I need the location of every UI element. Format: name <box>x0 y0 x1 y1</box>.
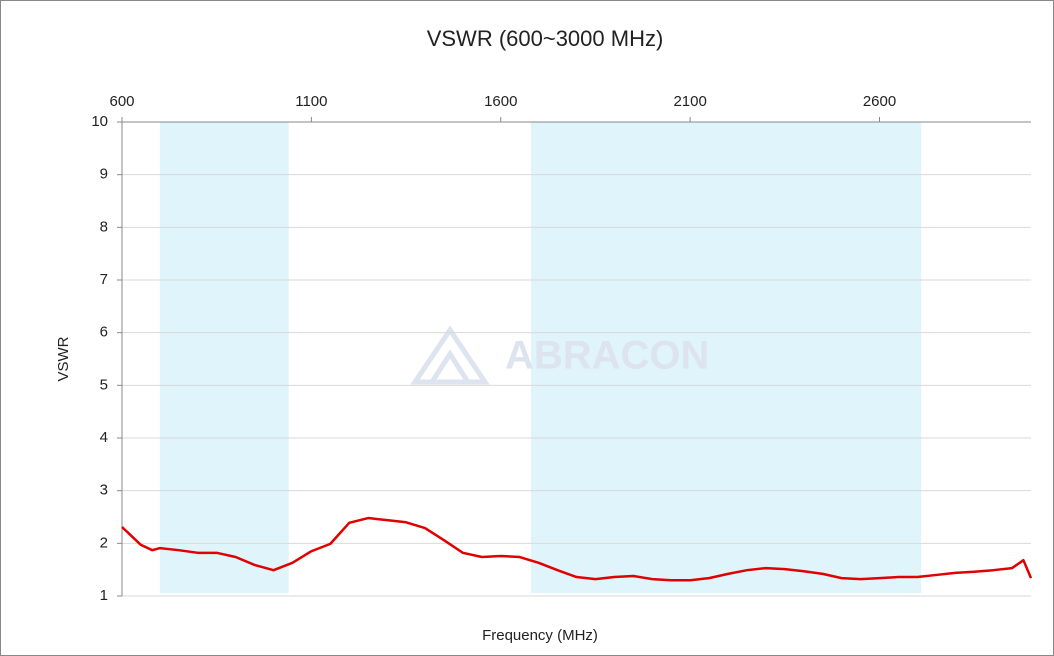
y-axis-label: VSWR <box>55 336 72 381</box>
y-tick-label: 2 <box>100 534 108 551</box>
band <box>159 122 289 593</box>
y-tick-label: 4 <box>100 429 108 446</box>
y-tick-label: 3 <box>100 482 108 499</box>
x-tick-label: 600 <box>109 93 134 110</box>
watermark-logo <box>410 325 490 385</box>
y-tick-label: 5 <box>100 376 108 393</box>
watermark: ABRACON <box>505 334 709 378</box>
y-tick-label: 7 <box>100 271 108 288</box>
x-tick-label: 2100 <box>673 93 706 110</box>
chart-title: VSWR (600~3000 MHz) <box>427 26 664 51</box>
x-axis-label: Frequency (MHz) <box>482 627 598 644</box>
x-tick-label: 2600 <box>863 93 896 110</box>
y-tick-label: 6 <box>100 324 108 341</box>
series-line <box>121 516 1033 582</box>
x-tick-label: 1600 <box>484 93 517 110</box>
y-tick-label: 1 <box>100 587 108 604</box>
y-tick-label: 9 <box>100 166 108 183</box>
band <box>531 122 922 593</box>
y-tick-label: 8 <box>100 218 108 235</box>
y-tick-label: 10 <box>91 113 108 130</box>
x-tick-label: 1100 <box>295 93 327 110</box>
